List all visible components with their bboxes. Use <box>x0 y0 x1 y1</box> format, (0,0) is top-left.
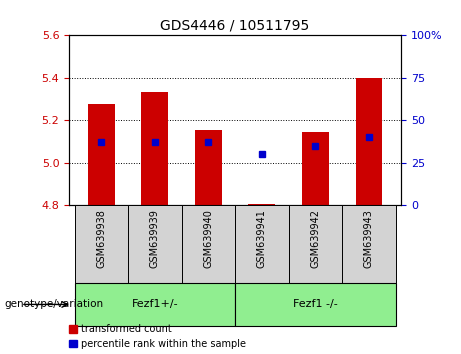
Bar <box>302 132 329 205</box>
Text: Fezf1+/-: Fezf1+/- <box>131 299 178 309</box>
Text: GSM639942: GSM639942 <box>310 209 320 268</box>
Text: Fezf1 -/-: Fezf1 -/- <box>293 299 338 309</box>
Bar <box>88 104 115 205</box>
Bar <box>235 205 289 283</box>
Bar <box>195 130 222 205</box>
Bar <box>182 205 235 283</box>
Text: GSM639938: GSM639938 <box>96 209 106 268</box>
Bar <box>355 78 382 205</box>
Legend: transformed count, percentile rank within the sample: transformed count, percentile rank withi… <box>70 324 246 349</box>
Text: GSM639940: GSM639940 <box>203 209 213 268</box>
Text: GSM639943: GSM639943 <box>364 209 374 268</box>
Bar <box>75 283 235 326</box>
Bar <box>289 205 342 283</box>
Bar <box>248 204 275 205</box>
Bar <box>235 283 396 326</box>
Bar <box>342 205 396 283</box>
Text: GSM639939: GSM639939 <box>150 209 160 268</box>
Bar <box>75 205 128 283</box>
Bar <box>142 92 168 205</box>
Text: genotype/variation: genotype/variation <box>5 299 104 309</box>
Text: GSM639941: GSM639941 <box>257 209 267 268</box>
Title: GDS4446 / 10511795: GDS4446 / 10511795 <box>160 19 310 33</box>
Bar <box>128 205 182 283</box>
